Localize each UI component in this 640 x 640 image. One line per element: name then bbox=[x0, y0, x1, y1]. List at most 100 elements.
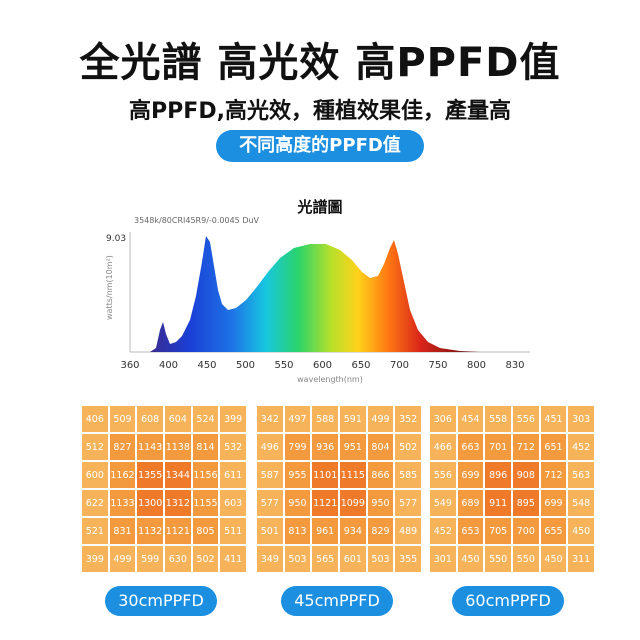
ppfd-cell: 512 bbox=[82, 434, 108, 460]
ppfd-height-label: 60cmPPFD bbox=[452, 586, 564, 616]
ppfd-cell: 896 bbox=[485, 462, 511, 488]
spectrum-y-max: 9.03 bbox=[106, 234, 126, 244]
spectrum-x-tick: 550 bbox=[274, 360, 293, 371]
ppfd-cell: 349 bbox=[257, 546, 283, 572]
ppfd-cell: 496 bbox=[257, 434, 283, 460]
ppfd-cell: 1155 bbox=[192, 490, 219, 516]
ppfd-grid-1: 342 497 588 591 499 352 496 799 936 951 804 502 587 9… bbox=[255, 404, 423, 574]
ppfd-cell: 655 bbox=[540, 518, 567, 544]
ppfd-cell: 701 bbox=[485, 434, 511, 460]
ppfd-cell: 1121 bbox=[164, 518, 191, 544]
spectrum-x-tick: 830 bbox=[505, 360, 524, 371]
ppfd-grid-0: 406 509 608 604 524 399 512 827 1143 1138 814 532 60… bbox=[80, 404, 248, 574]
ppfd-cell: 452 bbox=[430, 518, 456, 544]
spectrum-x-tick: 360 bbox=[120, 360, 139, 371]
ppfd-cell: 1133 bbox=[109, 490, 136, 516]
ppfd-cell: 653 bbox=[457, 518, 484, 544]
ppfd-cell: 524 bbox=[192, 406, 219, 432]
ppfd-cell: 651 bbox=[540, 434, 567, 460]
ppfd-cell: 611 bbox=[220, 462, 246, 488]
ppfd-cell: 501 bbox=[257, 518, 283, 544]
ppfd-cell: 961 bbox=[312, 518, 338, 544]
ppfd-cell: 556 bbox=[512, 406, 539, 432]
ppfd-cell: 585 bbox=[395, 462, 421, 488]
spectrum-x-label: wavelength(nm) bbox=[297, 375, 363, 384]
spectrum-y-label: watts/nm(10m²) bbox=[105, 255, 114, 320]
ppfd-cell: 804 bbox=[367, 434, 394, 460]
ppfd-cell: 399 bbox=[82, 546, 108, 572]
ppfd-cell: 831 bbox=[109, 518, 136, 544]
ppfd-cell: 951 bbox=[339, 434, 366, 460]
ppfd-cell: 699 bbox=[540, 490, 567, 516]
ppfd-cell: 1143 bbox=[137, 434, 163, 460]
ppfd-cell: 936 bbox=[312, 434, 338, 460]
ppfd-cell: 955 bbox=[284, 462, 311, 488]
ppfd-cell: 813 bbox=[284, 518, 311, 544]
spectrum-x-tick: 500 bbox=[236, 360, 255, 371]
ppfd-grid-2: 306 454 558 556 451 303 466 663 701 712 651 452 556 6… bbox=[428, 404, 596, 574]
ppfd-cell: 705 bbox=[485, 518, 511, 544]
ppfd-cell: 509 bbox=[109, 406, 136, 432]
spectrum-x-tick: 700 bbox=[390, 360, 409, 371]
ppfd-cell: 700 bbox=[512, 518, 539, 544]
ppfd-cell: 454 bbox=[457, 406, 484, 432]
ppfd-cell: 577 bbox=[257, 490, 283, 516]
ppfd-cell: 587 bbox=[257, 462, 283, 488]
ppfd-cell: 502 bbox=[395, 434, 421, 460]
ppfd-cell: 355 bbox=[395, 546, 421, 572]
ppfd-cell: 450 bbox=[457, 546, 484, 572]
ppfd-cell: 591 bbox=[339, 406, 366, 432]
spectrum-chart: 3548k/80CRI45R9/-0.0045 DuV 9.03 watts/n… bbox=[105, 216, 530, 384]
ppfd-cell: 497 bbox=[284, 406, 311, 432]
ppfd-cell: 352 bbox=[395, 406, 421, 432]
ppfd-cell: 1132 bbox=[137, 518, 163, 544]
ppfd-cell: 950 bbox=[284, 490, 311, 516]
ppfd-cell: 451 bbox=[540, 406, 567, 432]
ppfd-cell: 521 bbox=[82, 518, 108, 544]
spectrum-title: 光譜圖 bbox=[297, 198, 343, 216]
ppfd-cell: 301 bbox=[430, 546, 456, 572]
spectrum-x-tick: 750 bbox=[428, 360, 447, 371]
ppfd-cell: 303 bbox=[568, 406, 594, 432]
spectrum-spec-note: 3548k/80CRI45R9/-0.0045 DuV bbox=[134, 216, 260, 225]
ppfd-cell: 406 bbox=[82, 406, 108, 432]
ppfd-cell: 588 bbox=[312, 406, 338, 432]
ppfd-cell: 699 bbox=[457, 462, 484, 488]
ppfd-cell: 499 bbox=[367, 406, 394, 432]
ppfd-cell: 503 bbox=[284, 546, 311, 572]
headline: 全光譜 高光效 高PPFD值 bbox=[79, 40, 561, 86]
ppfd-cell: 1355 bbox=[137, 462, 163, 488]
ppfd-cell: 306 bbox=[430, 406, 456, 432]
ppfd-cell: 577 bbox=[395, 490, 421, 516]
ppfd-cell: 622 bbox=[82, 490, 108, 516]
ppfd-cell: 499 bbox=[109, 546, 136, 572]
ppfd-cell: 342 bbox=[257, 406, 283, 432]
ppfd-cell: 908 bbox=[512, 462, 539, 488]
ppfd-cell: 601 bbox=[339, 546, 366, 572]
ppfd-cell: 608 bbox=[137, 406, 163, 432]
ppfd-cell: 934 bbox=[339, 518, 366, 544]
ppfd-cell: 1344 bbox=[164, 462, 191, 488]
ppfd-height-tag: 不同高度的PPFD值 bbox=[216, 130, 424, 162]
spectrum-x-tick: 650 bbox=[351, 360, 370, 371]
ppfd-cell: 1156 bbox=[192, 462, 219, 488]
spectrum-curve bbox=[150, 236, 480, 352]
ppfd-cell: 829 bbox=[367, 518, 394, 544]
spectrum-x-tick: 800 bbox=[467, 360, 486, 371]
ppfd-cell: 827 bbox=[109, 434, 136, 460]
ppfd-cell: 556 bbox=[430, 462, 456, 488]
ppfd-height-label: 30cmPPFD bbox=[105, 586, 217, 616]
subheadline: 高PPFD,高光效，種植效果佳，產量高 bbox=[129, 99, 511, 124]
ppfd-cell: 866 bbox=[367, 462, 394, 488]
spectrum-x-tick: 450 bbox=[197, 360, 216, 371]
ppfd-cell: 603 bbox=[220, 490, 246, 516]
ppfd-cell: 565 bbox=[312, 546, 338, 572]
ppfd-height-label: 45cmPPFD bbox=[281, 586, 393, 616]
ppfd-cell: 663 bbox=[457, 434, 484, 460]
ppfd-cell: 311 bbox=[568, 546, 594, 572]
ppfd-cell: 511 bbox=[220, 518, 246, 544]
ppfd-cell: 1138 bbox=[164, 434, 191, 460]
ppfd-cell: 503 bbox=[367, 546, 394, 572]
ppfd-cell: 502 bbox=[192, 546, 219, 572]
ppfd-cell: 712 bbox=[512, 434, 539, 460]
